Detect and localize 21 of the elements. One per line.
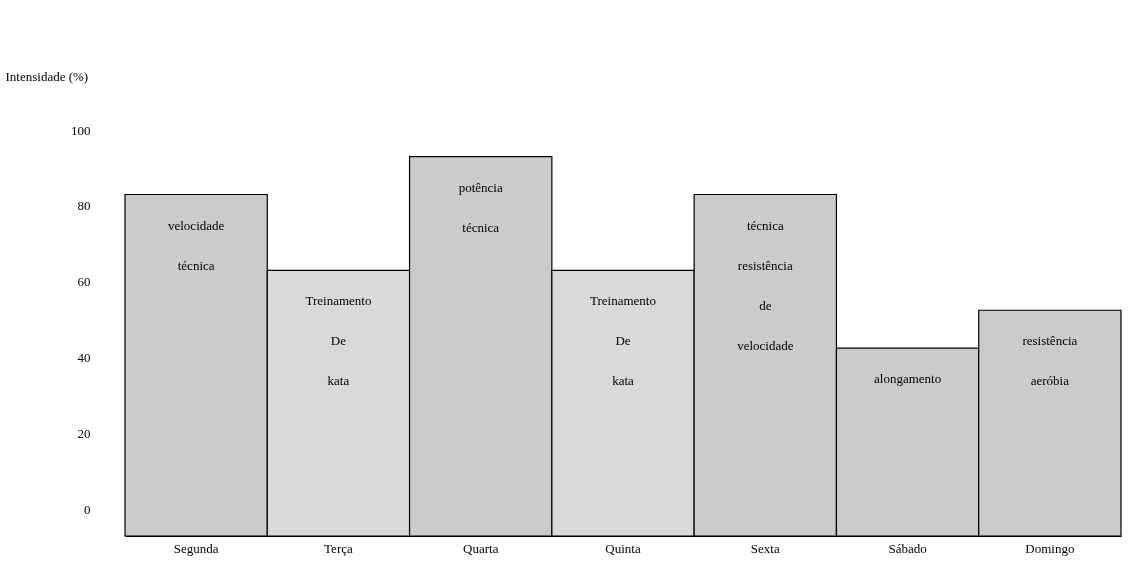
x-tick-label: Terça: [324, 540, 353, 556]
y-tick-label: 0: [84, 501, 91, 517]
y-tick-label: 60: [77, 274, 91, 290]
y-axis-title: Intensidade (%): [5, 68, 89, 84]
text: Treinamento De kata: [305, 293, 372, 389]
text: potência técnica: [458, 179, 503, 235]
text: técnica resistência de velocidade: [737, 217, 794, 353]
x-tick-label: Sábado: [888, 540, 927, 556]
y-tick-label: 100: [71, 122, 91, 138]
y-tick-label: 20: [77, 426, 91, 442]
annotation: alongamento: [873, 371, 942, 387]
x-tick-label: Sexta: [750, 540, 780, 556]
y-tick-label: 80: [77, 198, 91, 214]
text: resistência aeróbia: [1022, 333, 1078, 389]
x-tick-label: Segunda: [173, 540, 219, 556]
text: Treinamento De kata: [590, 293, 656, 389]
x-tick-label: Quinta: [605, 540, 641, 556]
y-tick-label: 40: [77, 350, 91, 366]
x-tick-label: Quarta: [463, 540, 499, 556]
x-tick-label: Domingo: [1025, 540, 1075, 556]
text: velocidade técnica: [167, 217, 225, 273]
